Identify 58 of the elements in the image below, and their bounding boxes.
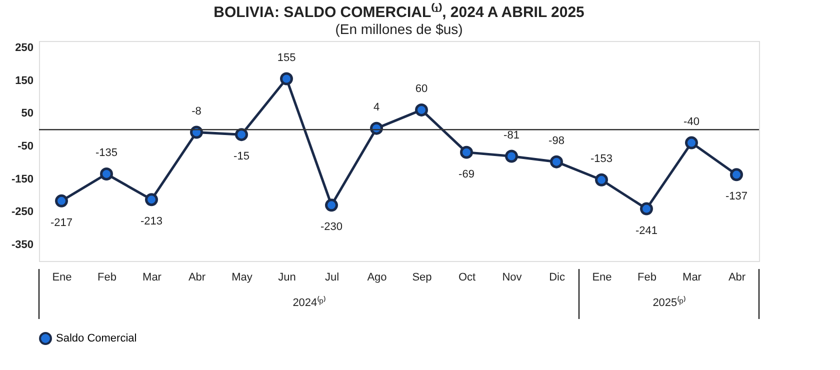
data-label: -230 (320, 221, 343, 234)
x-tick-label: Mar (142, 272, 162, 284)
x-tick-label: Feb (98, 272, 116, 284)
point (505, 150, 518, 163)
x-tick-label: Jun (278, 272, 296, 284)
chart-title: BOLIVIA: SALDO COMERCIAL⁽¹⁾, 2024 A ABRIL 2025 (214, 3, 584, 21)
data-label: -213 (140, 216, 163, 228)
point (55, 194, 68, 208)
y-tick-label: -150 (11, 173, 34, 186)
y-tick-label: -350 (11, 239, 34, 252)
data-label: -8 (192, 105, 202, 118)
x-tick-label: Ene (52, 272, 72, 284)
y-tick-label: 150 (15, 74, 34, 87)
chart-subtitle: (En millones de $us) (335, 21, 463, 37)
x-tick-label: Ene (592, 272, 612, 284)
y-tick-label: 250 (15, 42, 34, 54)
x-tick-label: Ago (367, 272, 387, 284)
legend-label: Saldo Comercial (56, 332, 137, 344)
point (685, 136, 698, 150)
data-label: -135 (95, 146, 118, 159)
data-label: -15 (234, 150, 250, 163)
data-label: -137 (725, 190, 748, 203)
data-label: -98 (548, 134, 564, 147)
point (460, 146, 473, 159)
x-tick-label: May (232, 272, 253, 284)
data-label: 60 (415, 82, 428, 95)
x-tick-label: Oct (458, 272, 476, 284)
data-label: -40 (684, 116, 700, 128)
data-label: -81 (504, 129, 520, 142)
text: 2024⁽ᵖ⁾ (292, 296, 326, 309)
point (640, 202, 653, 216)
point (100, 168, 113, 180)
data-label: -217 (50, 216, 73, 229)
point (235, 128, 248, 142)
x-tick-label: Nov (502, 272, 522, 284)
x-tick-label: Abr (188, 272, 206, 284)
point (145, 193, 158, 206)
data-label: -153 (590, 152, 613, 165)
point (550, 155, 563, 168)
data-label: -69 (458, 168, 474, 180)
point (415, 103, 428, 116)
y-tick-label: -250 (11, 206, 34, 218)
x-tick-label: Abr (728, 272, 746, 284)
x-tick-label: Feb (638, 272, 656, 284)
x-tick-label: Mar (682, 272, 702, 284)
data-label: -241 (635, 224, 658, 237)
point (280, 72, 293, 86)
x-tick-label: Jul (324, 272, 340, 284)
y-tick-label: 50 (21, 108, 34, 120)
y-tick-label: -50 (18, 140, 34, 153)
x-tick-label: Dic (549, 272, 566, 284)
data-label: 4 (373, 101, 380, 114)
x-tick-label: Sep (412, 272, 432, 284)
text: 2025⁽ᵖ⁾ (652, 296, 686, 309)
point (730, 168, 743, 182)
point (325, 198, 338, 212)
point (595, 173, 608, 186)
data-label: 155 (277, 52, 296, 64)
